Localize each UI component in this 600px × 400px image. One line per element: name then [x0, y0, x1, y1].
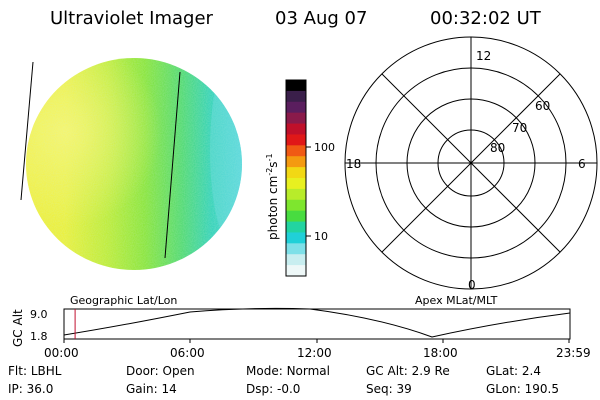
- colorbar-swatch: [286, 101, 306, 114]
- colorbar-swatch: [286, 232, 306, 244]
- altitude-curve: [63, 307, 571, 338]
- colorbar-label-100: 100: [314, 141, 335, 154]
- colorbar-label-10: 10: [314, 230, 328, 243]
- colorbar-swatch: [286, 90, 306, 103]
- x-tick-2359: 23:59: [556, 346, 591, 360]
- lat-label-60: 60: [535, 99, 550, 113]
- instrument-title: Ultraviolet Imager: [50, 8, 213, 29]
- info-gain: Gain: 14: [126, 382, 177, 396]
- lat-label-70: 70: [512, 121, 527, 135]
- observation-date: 03 Aug 07: [275, 8, 368, 29]
- altitude-axis-title: GC Alt: [11, 309, 25, 347]
- info-door: Door: Open: [126, 364, 195, 378]
- colorbar-swatch: [286, 123, 306, 136]
- info-seq: Seq: 39: [366, 382, 412, 396]
- info-gc-alt: GC Alt: 2.9 Re: [366, 364, 450, 378]
- altitude-y-max: 9.0: [30, 308, 48, 321]
- colorbar-unit: photon cm-2s-1: [265, 153, 280, 240]
- colorbar-swatch: [286, 188, 306, 201]
- mlt-label-left: 18: [346, 157, 361, 171]
- altitude-y-min: 1.8: [30, 330, 48, 343]
- colorbar-swatch: [286, 243, 306, 255]
- mlt-label-bottom: 0: [468, 278, 476, 292]
- info-mode: Mode: Normal: [246, 364, 330, 378]
- right-panel-label: Apex MLat/MLT: [415, 294, 498, 307]
- colorbar-swatch: [286, 221, 306, 234]
- colorbar-frame: [285, 79, 307, 277]
- colorbar-swatch: [286, 156, 306, 168]
- colorbar-swatch: [286, 167, 306, 179]
- left-panel-label: Geographic Lat/Lon: [70, 294, 177, 307]
- polar-diagonal-2: [381, 73, 561, 253]
- colorbar-swatch: [286, 112, 306, 125]
- x-tick-0000: 00:00: [44, 346, 79, 360]
- colorbar: [286, 80, 306, 277]
- info-glat: GLat: 2.4: [486, 364, 542, 378]
- x-tick-0600: 06:00: [170, 346, 205, 360]
- colorbar-swatch: [286, 80, 306, 92]
- colorbar-swatch: [286, 134, 306, 146]
- meridian-line: [164, 71, 181, 259]
- uv-earth-image: [26, 58, 242, 270]
- mlt-label-right: 6: [578, 157, 586, 171]
- colorbar-swatch: [286, 210, 306, 223]
- x-tick-1800: 18:00: [423, 346, 458, 360]
- mlt-label-top: 12: [476, 49, 491, 63]
- colorbar-swatch: [286, 265, 306, 277]
- colorbar-swatch: [286, 145, 306, 157]
- colorbar-swatch: [286, 178, 306, 190]
- info-flt: Flt: LBHL: [8, 364, 62, 378]
- day-terminator-line: [20, 61, 34, 201]
- info-dsp: Dsp: -0.0: [246, 382, 301, 396]
- info-glon: GLon: 190.5: [486, 382, 559, 396]
- altitude-plot-frame: [63, 308, 571, 340]
- lat-label-80: 80: [490, 141, 505, 155]
- altitude-x-ticks: [63, 339, 570, 343]
- x-tick-1200: 12:00: [297, 346, 332, 360]
- colorbar-swatch: [286, 199, 306, 212]
- colorbar-swatch: [286, 254, 306, 266]
- info-ip: IP: 36.0: [8, 382, 54, 396]
- observation-time: 00:32:02 UT: [430, 8, 541, 29]
- polar-grid: [344, 36, 598, 290]
